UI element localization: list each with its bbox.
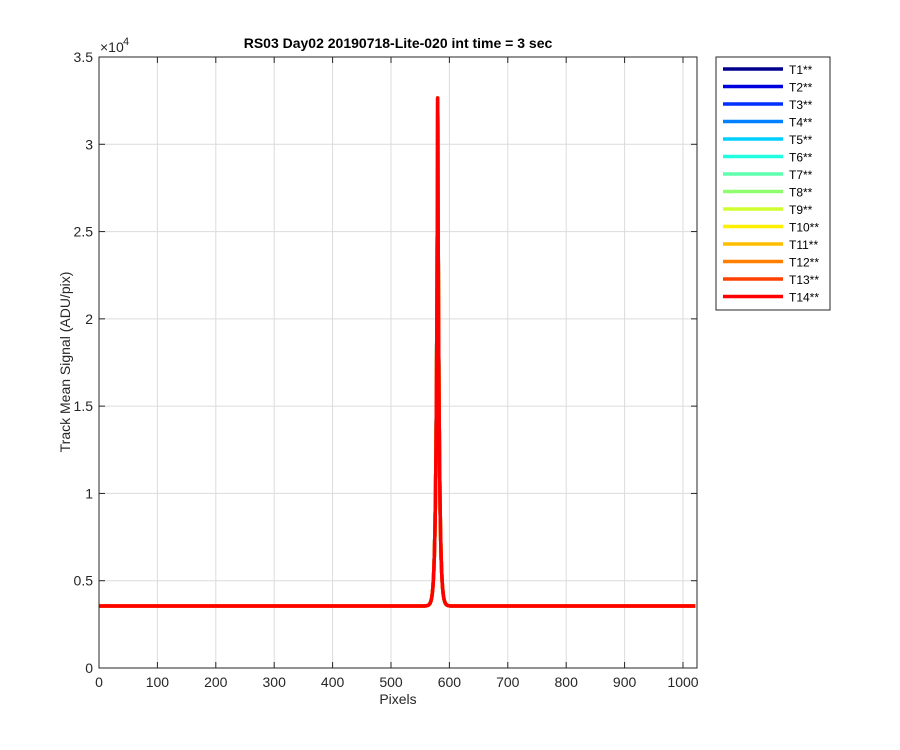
legend-entry: T7** bbox=[723, 168, 813, 182]
y-tick-label: 0.5 bbox=[74, 573, 94, 589]
legend-entry: T8** bbox=[723, 186, 813, 200]
y-tick-label: 3 bbox=[85, 136, 93, 152]
grid bbox=[99, 57, 697, 668]
legend-entry: T5** bbox=[723, 133, 813, 147]
x-tick-label: 600 bbox=[438, 674, 462, 690]
plot-area bbox=[99, 57, 697, 668]
legend-label: T5** bbox=[789, 133, 813, 147]
legend-entry: T4** bbox=[723, 116, 813, 130]
legend-entry: T13** bbox=[723, 273, 819, 287]
legend-entries: T1** T2** T3** T4** T5** T6** T7** T8** T9** T10*… bbox=[723, 63, 819, 305]
legend-label: T2** bbox=[789, 81, 813, 95]
legend-entry: T10** bbox=[723, 221, 819, 235]
x-tick-label: 500 bbox=[379, 674, 403, 690]
axis-ticks: 0 100 200 300 400 500 600 700 800 900 1000 0 0.5 1 1.5… bbox=[74, 49, 699, 690]
x-tick-label: 900 bbox=[613, 674, 637, 690]
x-tick-label: 400 bbox=[321, 674, 345, 690]
legend-label: T7** bbox=[789, 168, 813, 182]
legend-entry: T2** bbox=[723, 81, 813, 95]
legend-entry: T9** bbox=[723, 203, 813, 217]
series-line-t14 bbox=[99, 96, 696, 608]
x-axis-label: Pixels bbox=[379, 691, 416, 707]
legend-label: T10** bbox=[789, 221, 819, 235]
y-exponent-power: 4 bbox=[123, 36, 129, 48]
y-tick-label: 1 bbox=[85, 485, 93, 501]
chart-title: RS03 Day02 20190718-Lite-020 int time = … bbox=[244, 35, 553, 51]
series-lines bbox=[99, 96, 696, 608]
x-tick-label: 700 bbox=[496, 674, 520, 690]
x-tick-label: 800 bbox=[555, 674, 579, 690]
x-tick-label: 0 bbox=[95, 674, 103, 690]
legend-label: T6** bbox=[789, 151, 813, 165]
legend-box bbox=[715, 56, 831, 311]
x-tick-label: 100 bbox=[146, 674, 170, 690]
y-tick-label: 0 bbox=[85, 660, 93, 676]
y-tick-label: 2 bbox=[85, 311, 93, 327]
y-axis-label: Track Mean Signal (ADU/pix) bbox=[57, 272, 73, 453]
legend-label: T3** bbox=[789, 98, 813, 112]
legend-entry: T6** bbox=[723, 151, 813, 165]
x-tick-label: 300 bbox=[263, 674, 287, 690]
plot-frame bbox=[98, 56, 698, 669]
x-tick-label: 200 bbox=[204, 674, 228, 690]
legend-entry: T14** bbox=[723, 291, 819, 305]
y-tick-label: 3.5 bbox=[74, 49, 94, 65]
legend-entry: T12** bbox=[723, 256, 819, 270]
x-tick-label: 1000 bbox=[667, 674, 698, 690]
y-exponent-label: ×10 4 bbox=[100, 36, 129, 55]
legend-label: T13** bbox=[789, 273, 819, 287]
legend-entry: T1** bbox=[723, 63, 813, 77]
y-tick-label: 2.5 bbox=[74, 224, 94, 240]
y-exponent-base: ×10 bbox=[100, 39, 124, 55]
legend: T1** T2** T3** T4** T5** T6** T7** T8** T9** T10*… bbox=[715, 56, 831, 311]
legend-entry: T3** bbox=[723, 98, 813, 112]
legend-label: T11** bbox=[789, 238, 818, 252]
legend-entry: T11** bbox=[723, 238, 818, 252]
legend-label: T14** bbox=[789, 291, 819, 305]
y-tick-label: 1.5 bbox=[74, 398, 94, 414]
legend-label: T8** bbox=[789, 186, 813, 200]
legend-label: T4** bbox=[789, 116, 813, 130]
legend-label: T1** bbox=[789, 63, 813, 77]
legend-label: T9** bbox=[789, 203, 813, 217]
legend-label: T12** bbox=[789, 256, 819, 270]
